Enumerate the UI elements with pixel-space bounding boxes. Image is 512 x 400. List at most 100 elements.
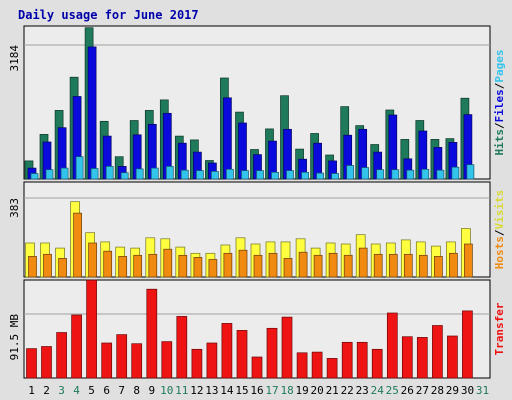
pages-bar: Pages 12: 200	[196, 170, 204, 180]
transfer-bar: Transfer 25: 93	[386, 312, 398, 379]
transfer-bar: Transfer 26: 59	[401, 336, 413, 379]
hosts-bar: Hosts 15: 130	[238, 249, 248, 278]
panel-bottom-series-label: Transfer	[493, 302, 506, 355]
hosts-bar: Hosts 1: 100	[28, 256, 37, 278]
hosts-bar: Hosts 17: 115	[268, 252, 278, 278]
x-axis-day-label: 28	[431, 384, 444, 397]
x-axis-day-label: 11	[175, 384, 188, 397]
files-bar: Files 14: 1930	[223, 97, 232, 180]
hosts-bar: Hosts 12: 95	[193, 257, 203, 278]
hosts-bar: Hosts 2: 110	[43, 253, 52, 278]
hosts-bar: Hosts 6: 125	[103, 250, 113, 278]
x-axis-day-label: 9	[148, 384, 155, 397]
x-axis-day-label: 4	[73, 384, 80, 397]
pages-bar: Pages 4: 530	[75, 156, 84, 180]
transfer-bar: Transfer 6: 50	[101, 342, 113, 379]
x-axis-day-label: 13	[205, 384, 218, 397]
transfer-bar: Transfer 18: 87	[281, 316, 293, 379]
transfer-bar: Transfer 8: 49	[131, 343, 143, 379]
x-axis-day-label: 31	[476, 384, 489, 397]
hosts-bar: Hosts 16: 105	[253, 254, 263, 278]
transfer-bar: Transfer 9: 127	[146, 288, 158, 379]
panel-middle-series-label: Hosts/Visits	[493, 190, 506, 270]
hosts-bar: Hosts 14: 115	[223, 252, 233, 278]
x-axis-day-label: 23	[356, 384, 369, 397]
pages-bar: Pages 5: 250	[90, 168, 99, 180]
pages-bar: Pages 8: 240	[135, 168, 144, 180]
panel-bottom-tick-label: 91.5 MB	[8, 314, 21, 361]
x-axis-day-label: 29	[446, 384, 459, 397]
pages-bar: Pages 29: 280	[451, 166, 460, 180]
transfer-bar: Transfer 7: 62	[116, 334, 128, 379]
series-label-transfer: Transfer	[493, 302, 506, 355]
pages-bar: Pages 2: 220	[45, 169, 54, 180]
pages-bar: Pages 13: 180	[211, 171, 219, 180]
x-axis-day-label: 7	[118, 384, 125, 397]
files-bar: Files 5: 3140	[87, 46, 97, 180]
transfer-bar: Transfer 1: 42	[26, 348, 37, 379]
transfer-bar: Transfer 10: 52	[161, 341, 173, 379]
pages-bar: Pages 9: 260	[150, 167, 159, 180]
hosts-bar: Hosts 20: 105	[313, 254, 323, 278]
transfer-bar: Transfer 23: 51	[356, 341, 368, 379]
hosts-bar: Hosts 29: 115	[449, 252, 458, 278]
series-label-hosts: Hosts	[493, 236, 506, 269]
pages-bar: Pages 22: 320	[346, 165, 355, 180]
hosts-bar: Hosts 5: 165	[88, 242, 97, 278]
pages-bar: Pages 20: 140	[316, 172, 324, 180]
transfer-bar: Transfer 29: 60	[447, 335, 458, 379]
x-axis-day-label: 15	[235, 384, 248, 397]
pages-bar: Pages 21: 130	[331, 173, 339, 180]
hosts-bar: Hosts 22: 105	[343, 254, 353, 278]
panel-top-tick-label: 3184	[8, 45, 21, 72]
transfer-bar: Transfer 5: 140	[86, 279, 97, 379]
hosts-bar: Hosts 27: 105	[418, 254, 428, 278]
hosts-bar: Hosts 11: 105	[178, 254, 188, 278]
x-axis-day-label: 19	[295, 384, 308, 397]
pages-bar: Pages 15: 200	[241, 170, 249, 180]
pages-bar: Pages 7: 150	[120, 172, 129, 180]
hosts-bar: Hosts 7: 100	[118, 256, 128, 278]
panel-middle-tick-label: 383	[8, 198, 21, 218]
transfer-bar: Transfer 21: 28	[326, 358, 338, 379]
transfer-bar: Transfer 12: 41	[191, 348, 203, 379]
hosts-bar: Hosts 3: 90	[58, 258, 67, 278]
transfer-bar: Transfer 17: 71	[266, 327, 278, 379]
pages-bar: Pages 3: 260	[60, 167, 69, 180]
x-axis-day-label: 10	[160, 384, 173, 397]
x-axis-day-label: 27	[416, 384, 429, 397]
hosts-bar: Hosts 9: 110	[148, 253, 158, 278]
hosts-bar: Hosts 10: 135	[163, 248, 173, 278]
pages-bar: Pages 23: 270	[361, 167, 370, 180]
x-axis-day-label: 6	[103, 384, 110, 397]
pages-bar: Pages 14: 230	[226, 168, 234, 180]
x-axis-day-label: 14	[220, 384, 234, 397]
transfer-bar: Transfer 30: 96	[462, 310, 473, 379]
x-axis-day-label: 16	[250, 384, 263, 397]
hosts-bar: Hosts 26: 110	[403, 253, 413, 278]
x-axis-day-label: 24	[371, 384, 385, 397]
transfer-bar: Transfer 4: 90	[71, 314, 82, 379]
pages-bar: Pages 18: 200	[286, 170, 294, 180]
hosts-bar: Hosts 21: 115	[328, 252, 338, 278]
transfer-bar: Transfer 2: 45	[41, 346, 52, 379]
x-axis-day-label: 1	[28, 384, 35, 397]
transfer-bar: Transfer 11: 88	[176, 316, 188, 379]
hosts-bar: Hosts 8: 105	[133, 254, 143, 278]
transfer-bar: Transfer 22: 51	[341, 341, 353, 379]
x-axis-day-label: 12	[190, 384, 203, 397]
series-label-visits: Visits	[493, 190, 506, 230]
hosts-bar: Hosts 18: 90	[283, 258, 293, 278]
hosts-bar: Hosts 24: 110	[373, 253, 383, 278]
pages-bar: Pages 28: 210	[436, 169, 445, 180]
series-label-files: Files	[493, 89, 506, 122]
panel-top-series-label: Hits/Files/Pages	[493, 50, 506, 156]
transfer-bar: Transfer 3: 65	[56, 332, 67, 379]
pages-bar: Pages 27: 230	[421, 168, 430, 180]
hosts-bar: Hosts 4: 310	[73, 212, 82, 278]
transfer-bar: Transfer 15: 68	[236, 330, 248, 379]
pages-bar: Pages 25: 220	[391, 169, 400, 180]
hosts-bar: Hosts 13: 85	[208, 259, 218, 278]
pages-bar: Pages 30: 340	[466, 164, 475, 180]
